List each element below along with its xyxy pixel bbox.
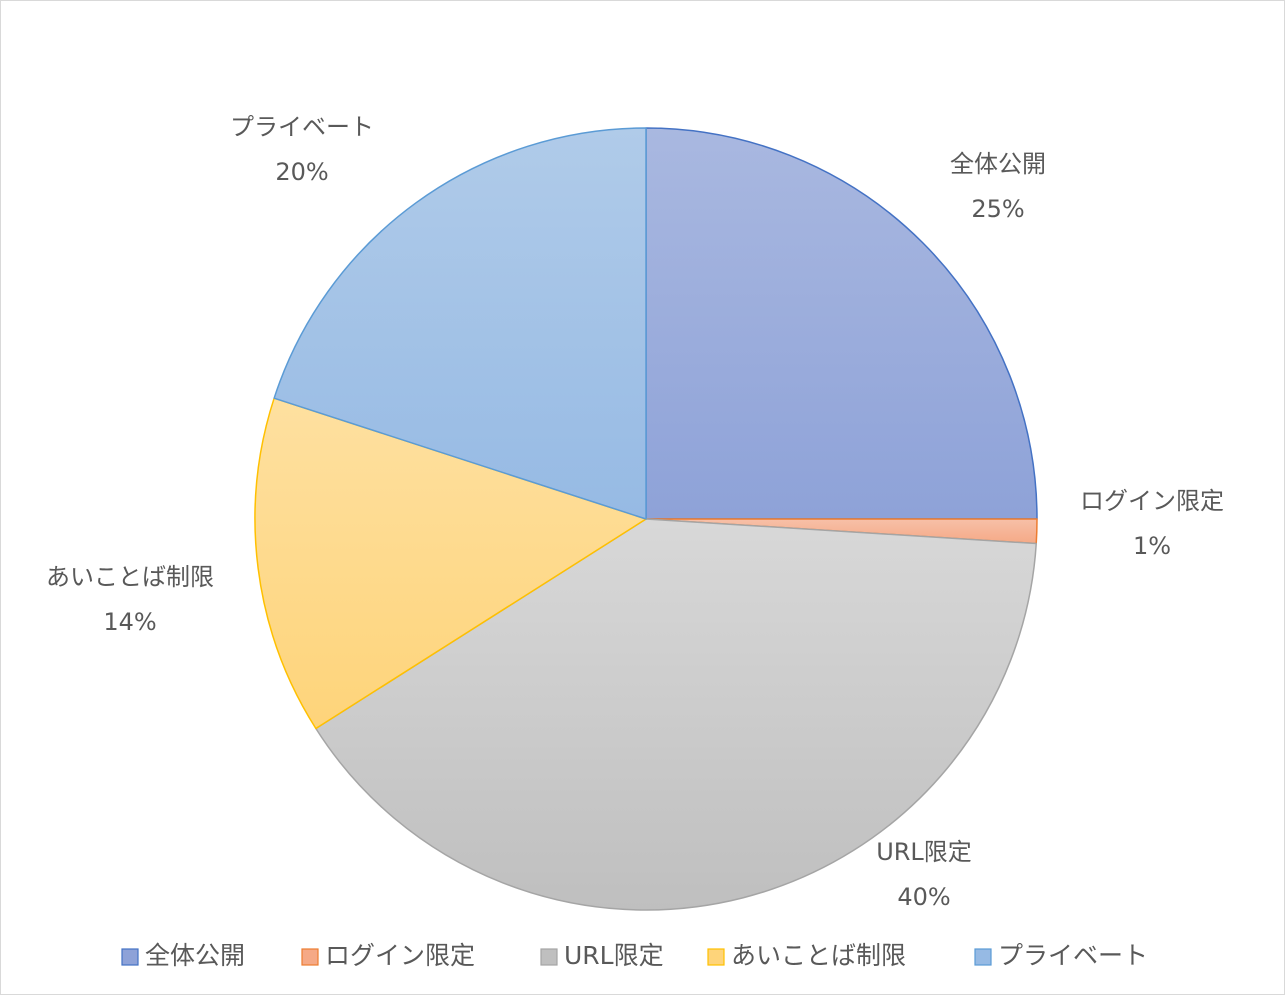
data-label-category: プライベート [230, 113, 374, 141]
data-label-category: ログイン限定 [1080, 487, 1224, 515]
legend: 全体公開 ログイン限定 URL限定 あいことば制限 プライベート [121, 941, 1148, 970]
legend-item: ログイン限定 [301, 941, 475, 970]
pie-slice-5 [273, 127, 647, 520]
data-label-percent: 25% [971, 195, 1024, 223]
data-labels: 全体公開 25% ログイン限定 1% URL限定 40% あいことば制限 14% プライベート 2… [46, 113, 1224, 911]
legend-item: プライベート [974, 941, 1148, 970]
legend-label: 全体公開 [145, 941, 245, 970]
legend-item: 全体公開 [121, 941, 245, 970]
pie-slice-4 [254, 397, 647, 730]
pie-slice-3 [315, 518, 1037, 911]
legend-item: あいことば制限 [707, 941, 906, 970]
data-label-percent: 1% [1133, 532, 1171, 560]
data-label-category: 全体公開 [950, 150, 1046, 178]
legend-label: ログイン限定 [325, 941, 475, 970]
data-label-percent: 14% [103, 608, 156, 636]
legend-label: あいことば制限 [731, 941, 906, 970]
data-label-category: URL限定 [876, 838, 972, 866]
pie-slices [254, 127, 1038, 911]
legend-swatch [540, 948, 558, 966]
legend-label: URL限定 [564, 941, 664, 970]
legend-swatch [301, 948, 319, 966]
data-label-category: あいことば制限 [46, 563, 214, 591]
data-label-percent: 40% [897, 883, 950, 911]
legend-swatch [707, 948, 725, 966]
data-label-percent: 20% [275, 158, 328, 186]
pie-slice-1 [645, 127, 1038, 520]
legend-label: プライベート [998, 941, 1148, 970]
legend-swatch [121, 948, 139, 966]
legend-swatch [974, 948, 992, 966]
legend-item: URL限定 [540, 941, 664, 970]
